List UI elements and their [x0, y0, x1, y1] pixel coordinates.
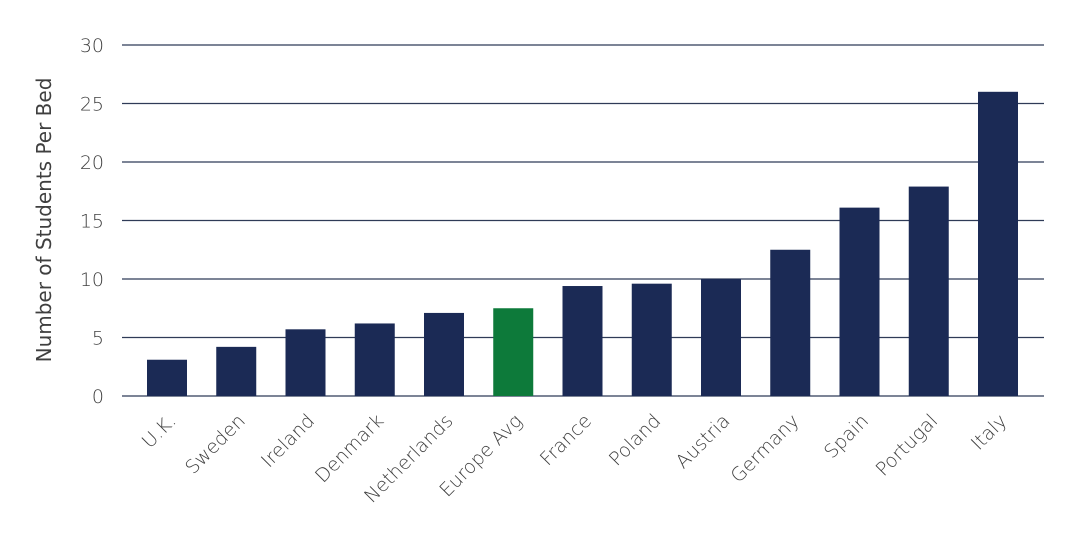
y-tick-label: 5 [92, 328, 104, 350]
bar-france [562, 286, 603, 396]
x-tick-label: Germany [726, 410, 803, 487]
bar-austria [701, 279, 741, 396]
x-tick-label: Sweden [181, 410, 250, 479]
y-axis-ticks: 0 5 10 15 20 25 30 [80, 35, 104, 408]
y-tick-label: 30 [80, 35, 104, 57]
bar-europe-avg [493, 308, 534, 396]
bar-italy [978, 91, 1018, 397]
y-tick-label: 25 [80, 94, 104, 116]
bar-ireland [285, 329, 326, 396]
x-tick-label: Italy [967, 410, 1012, 455]
bar-poland [631, 283, 672, 396]
x-tick-label: France [536, 410, 596, 470]
x-axis-labels: U.K. Sweden IrelandDenmarkNetherlandsEurop… [138, 410, 1012, 507]
y-tick-label: 20 [80, 152, 104, 174]
bar-germany [770, 249, 811, 396]
bar-portugal [908, 186, 949, 396]
bar-sweden [216, 346, 257, 396]
bar-denmark [354, 323, 395, 396]
bar-spain [839, 207, 880, 396]
y-tick-label: 0 [92, 386, 104, 408]
bar-u-k [147, 359, 187, 396]
x-tick-label: Spain [820, 410, 873, 463]
y-tick-label: 10 [80, 269, 104, 291]
x-tick-label: Poland [605, 410, 665, 470]
bars [147, 91, 1018, 397]
x-tick-label: Ireland [257, 410, 319, 472]
x-tick-label: U.K. [138, 410, 181, 453]
x-tick-label: Portugal [872, 410, 943, 481]
bar-netherlands [424, 312, 464, 396]
x-tick-label: Austria [672, 410, 735, 473]
y-tick-label: 15 [80, 211, 104, 233]
gridlines [122, 44, 1044, 397]
y-axis-title: Number of Students Per Bed [32, 78, 56, 363]
